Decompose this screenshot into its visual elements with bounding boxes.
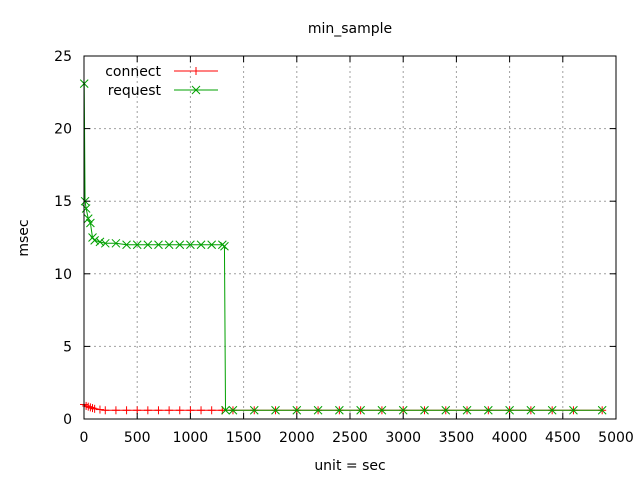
x-tick-label: 0 bbox=[80, 430, 89, 446]
data-point bbox=[597, 405, 607, 415]
data-point bbox=[569, 405, 578, 415]
data-point bbox=[462, 405, 472, 415]
x-tick-label: 500 bbox=[124, 430, 151, 446]
data-point bbox=[186, 240, 195, 250]
data-point bbox=[420, 405, 429, 415]
y-tick-label: 25 bbox=[54, 49, 72, 65]
data-point bbox=[101, 406, 110, 415]
data-point bbox=[356, 405, 365, 415]
data-point bbox=[197, 406, 206, 415]
data-point bbox=[186, 406, 195, 415]
data-point bbox=[313, 405, 323, 415]
y-tick-label: 10 bbox=[54, 267, 72, 283]
data-point bbox=[122, 406, 131, 415]
data-point bbox=[81, 204, 91, 213]
data-point bbox=[100, 238, 110, 248]
data-point bbox=[441, 405, 451, 415]
legend: connect request bbox=[105, 64, 218, 99]
data-point bbox=[249, 405, 259, 415]
data-point bbox=[111, 406, 120, 415]
legend-label-connect: connect bbox=[105, 64, 161, 80]
data-point bbox=[132, 240, 142, 250]
y-tick-label: 5 bbox=[63, 339, 72, 355]
data-point bbox=[207, 406, 216, 415]
y-tick-label: 0 bbox=[63, 412, 72, 428]
x-tick-label: 3500 bbox=[439, 430, 475, 446]
series-markers-connect bbox=[80, 400, 607, 415]
data-point bbox=[90, 404, 99, 413]
data-point bbox=[207, 240, 217, 250]
data-point bbox=[220, 241, 229, 251]
data-point bbox=[271, 405, 280, 415]
data-point bbox=[95, 237, 105, 247]
data-point bbox=[133, 406, 142, 415]
series-line-connect bbox=[83, 404, 603, 411]
series-line-request bbox=[83, 83, 603, 411]
data-point bbox=[143, 406, 152, 415]
x-axis-label: unit = sec bbox=[314, 458, 385, 474]
data-point bbox=[483, 405, 493, 415]
data-point bbox=[398, 405, 408, 415]
data-point bbox=[86, 403, 95, 412]
y-axis-label: msec bbox=[16, 219, 32, 256]
data-point bbox=[175, 406, 184, 415]
x-tick-label: 2500 bbox=[332, 430, 368, 446]
data-point bbox=[505, 405, 514, 415]
series-layer bbox=[79, 79, 607, 415]
data-point bbox=[377, 405, 387, 415]
data-point bbox=[154, 240, 163, 250]
x-tick-label: 1000 bbox=[173, 430, 209, 446]
data-point bbox=[154, 406, 163, 415]
x-tick-label: 5000 bbox=[598, 430, 634, 446]
data-point bbox=[86, 218, 95, 228]
axis-ticks: 0 500 1000 1500 2000 2500 3000 3500 4000 4500 5000… bbox=[54, 49, 634, 446]
data-point bbox=[228, 405, 238, 415]
legend-label-request: request bbox=[108, 83, 162, 99]
data-point bbox=[164, 240, 174, 250]
data-point bbox=[95, 405, 104, 414]
data-point bbox=[526, 405, 536, 415]
data-point bbox=[84, 402, 93, 411]
x-tick-label: 4000 bbox=[492, 430, 528, 446]
grid bbox=[84, 56, 616, 419]
data-point bbox=[88, 404, 97, 413]
data-point bbox=[191, 85, 201, 95]
data-point bbox=[143, 240, 153, 250]
x-tick-label: 3000 bbox=[385, 430, 421, 446]
data-point bbox=[165, 406, 174, 415]
data-point bbox=[335, 405, 344, 415]
data-point bbox=[111, 238, 121, 248]
x-tick-label: 4500 bbox=[545, 430, 581, 446]
data-point bbox=[221, 405, 230, 415]
data-point bbox=[192, 67, 200, 75]
y-tick-label: 20 bbox=[54, 122, 72, 138]
x-tick-label: 1500 bbox=[226, 430, 262, 446]
data-point bbox=[196, 240, 206, 250]
data-point bbox=[175, 240, 185, 250]
data-point bbox=[83, 214, 93, 223]
y-tick-label: 15 bbox=[54, 194, 72, 210]
data-point bbox=[90, 236, 99, 245]
data-point bbox=[122, 240, 131, 250]
data-point bbox=[292, 405, 302, 415]
x-tick-label: 2000 bbox=[279, 430, 315, 446]
data-point bbox=[82, 401, 91, 410]
chart-title: min_sample bbox=[308, 21, 392, 37]
data-point bbox=[547, 405, 557, 415]
series-markers-request bbox=[79, 79, 607, 415]
